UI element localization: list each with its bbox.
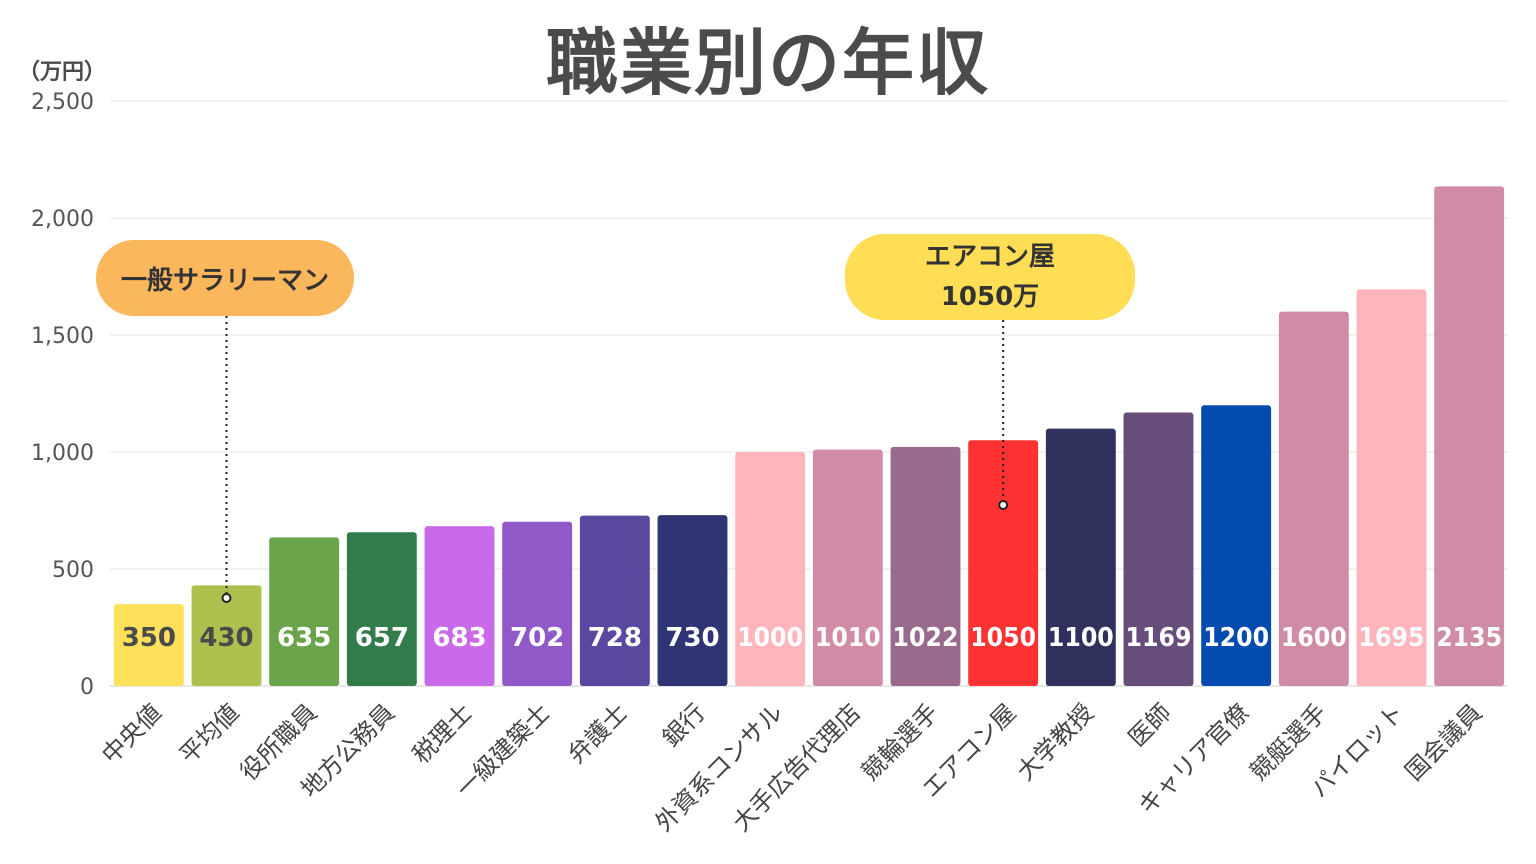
callout-aircon-amount: 1050万 bbox=[940, 282, 1040, 312]
grid-lines bbox=[110, 100, 1508, 687]
bar bbox=[1045, 428, 1116, 686]
callout-marker bbox=[998, 500, 1009, 510]
bar-value-label: 702 bbox=[510, 623, 564, 653]
category-label: 国会議員 bbox=[1400, 698, 1488, 786]
bar bbox=[113, 604, 184, 686]
bar-value-label: 1000 bbox=[737, 623, 803, 653]
bar bbox=[1201, 405, 1272, 686]
bar-value-label: 1100 bbox=[1048, 623, 1114, 653]
bar-value-label: 683 bbox=[432, 623, 486, 653]
y-tick-label: 1,000 bbox=[31, 441, 94, 466]
bar bbox=[1434, 186, 1505, 686]
category-label: 中央値 bbox=[96, 698, 167, 769]
y-tick-label: 1,500 bbox=[31, 324, 94, 349]
y-tick-label: 2,500 bbox=[31, 90, 94, 115]
y-tick-label: 500 bbox=[52, 558, 94, 583]
y-tick-label: 0 bbox=[80, 675, 94, 700]
bar bbox=[812, 449, 883, 686]
callout-connectors bbox=[221, 316, 1009, 603]
category-label: 弁護士 bbox=[562, 698, 633, 769]
chart-title: 職業別の年収 bbox=[545, 21, 990, 105]
y-axis-unit-label: （万円） bbox=[18, 60, 107, 85]
bar bbox=[191, 585, 262, 686]
bar bbox=[1278, 311, 1349, 686]
category-label: 大学教授 bbox=[1011, 698, 1099, 786]
bar bbox=[890, 446, 961, 686]
bar-value-label: 430 bbox=[199, 623, 253, 653]
bar bbox=[502, 521, 573, 686]
category-label: 銀行 bbox=[657, 698, 711, 752]
bar-value-label: 1050 bbox=[970, 623, 1036, 653]
bar-value-label: 1022 bbox=[893, 623, 959, 653]
bar-value-label: 1169 bbox=[1126, 623, 1192, 653]
bar bbox=[1356, 289, 1427, 686]
bar-value-label: 350 bbox=[122, 623, 176, 653]
callout-aircon: エアコン屋 1050万 bbox=[845, 234, 1135, 320]
callout-marker bbox=[221, 593, 232, 603]
bar-value-label: 730 bbox=[665, 623, 719, 653]
callout-salaryman: 一般サラリーマン bbox=[96, 240, 354, 316]
bar bbox=[657, 515, 728, 686]
bar-value-label: 1695 bbox=[1359, 623, 1425, 653]
bar-value-label: 635 bbox=[277, 623, 331, 653]
bar-value-label: 1200 bbox=[1203, 623, 1269, 653]
bar bbox=[1123, 412, 1194, 686]
bar bbox=[269, 537, 340, 686]
bar bbox=[968, 440, 1039, 686]
callout-aircon-title: エアコン屋 bbox=[924, 242, 1055, 272]
bar-value-label: 657 bbox=[355, 623, 409, 653]
category-label: 平均値 bbox=[174, 698, 245, 769]
bar bbox=[346, 532, 417, 686]
category-label: 医師 bbox=[1123, 698, 1177, 752]
bar-value-label: 1600 bbox=[1281, 623, 1347, 653]
bars bbox=[113, 186, 1505, 686]
bar-value-label: 1010 bbox=[815, 623, 881, 653]
bar-value-label: 2135 bbox=[1436, 623, 1502, 653]
bar-value-label: 728 bbox=[588, 623, 642, 653]
bar bbox=[579, 515, 650, 686]
bar bbox=[735, 452, 806, 686]
bar bbox=[424, 526, 495, 686]
category-label: 税理士 bbox=[407, 698, 478, 769]
y-tick-label: 2,000 bbox=[31, 207, 94, 232]
callout-salaryman-label: 一般サラリーマン bbox=[120, 265, 329, 296]
